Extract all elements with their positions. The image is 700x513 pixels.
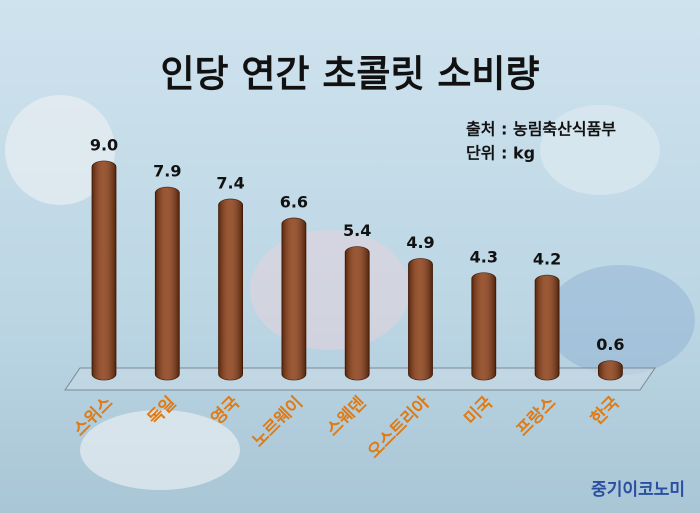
value-label: 4.2	[533, 250, 561, 269]
bar-shade	[155, 187, 180, 380]
decor	[5, 95, 115, 205]
bar-shade	[408, 258, 433, 380]
value-label: 7.9	[153, 162, 181, 181]
bar-shade	[218, 199, 243, 380]
source: 출처 : 농림축산식품부	[466, 120, 616, 139]
bar-shade	[92, 161, 116, 380]
watermark: 중기이코노미	[591, 480, 685, 500]
decor	[250, 230, 410, 350]
decor	[540, 105, 660, 195]
value-label: 6.6	[280, 193, 308, 212]
value-label: 7.4	[216, 174, 244, 193]
bar-shade	[471, 272, 496, 380]
bar-shade	[345, 246, 370, 380]
value-label: 9.0	[90, 136, 118, 155]
bar-shade	[598, 360, 623, 380]
unit: 단위 : kg	[466, 144, 535, 163]
chart-title: 인당 연간 초콜릿 소비량	[160, 53, 539, 96]
decor	[545, 265, 695, 375]
value-label: 4.3	[470, 247, 498, 266]
value-label: 0.6	[596, 335, 624, 354]
bar-shade	[281, 218, 306, 380]
value-label: 5.4	[343, 221, 371, 240]
bar-shade	[535, 275, 560, 380]
decor	[80, 410, 240, 490]
value-label: 4.9	[406, 233, 434, 252]
